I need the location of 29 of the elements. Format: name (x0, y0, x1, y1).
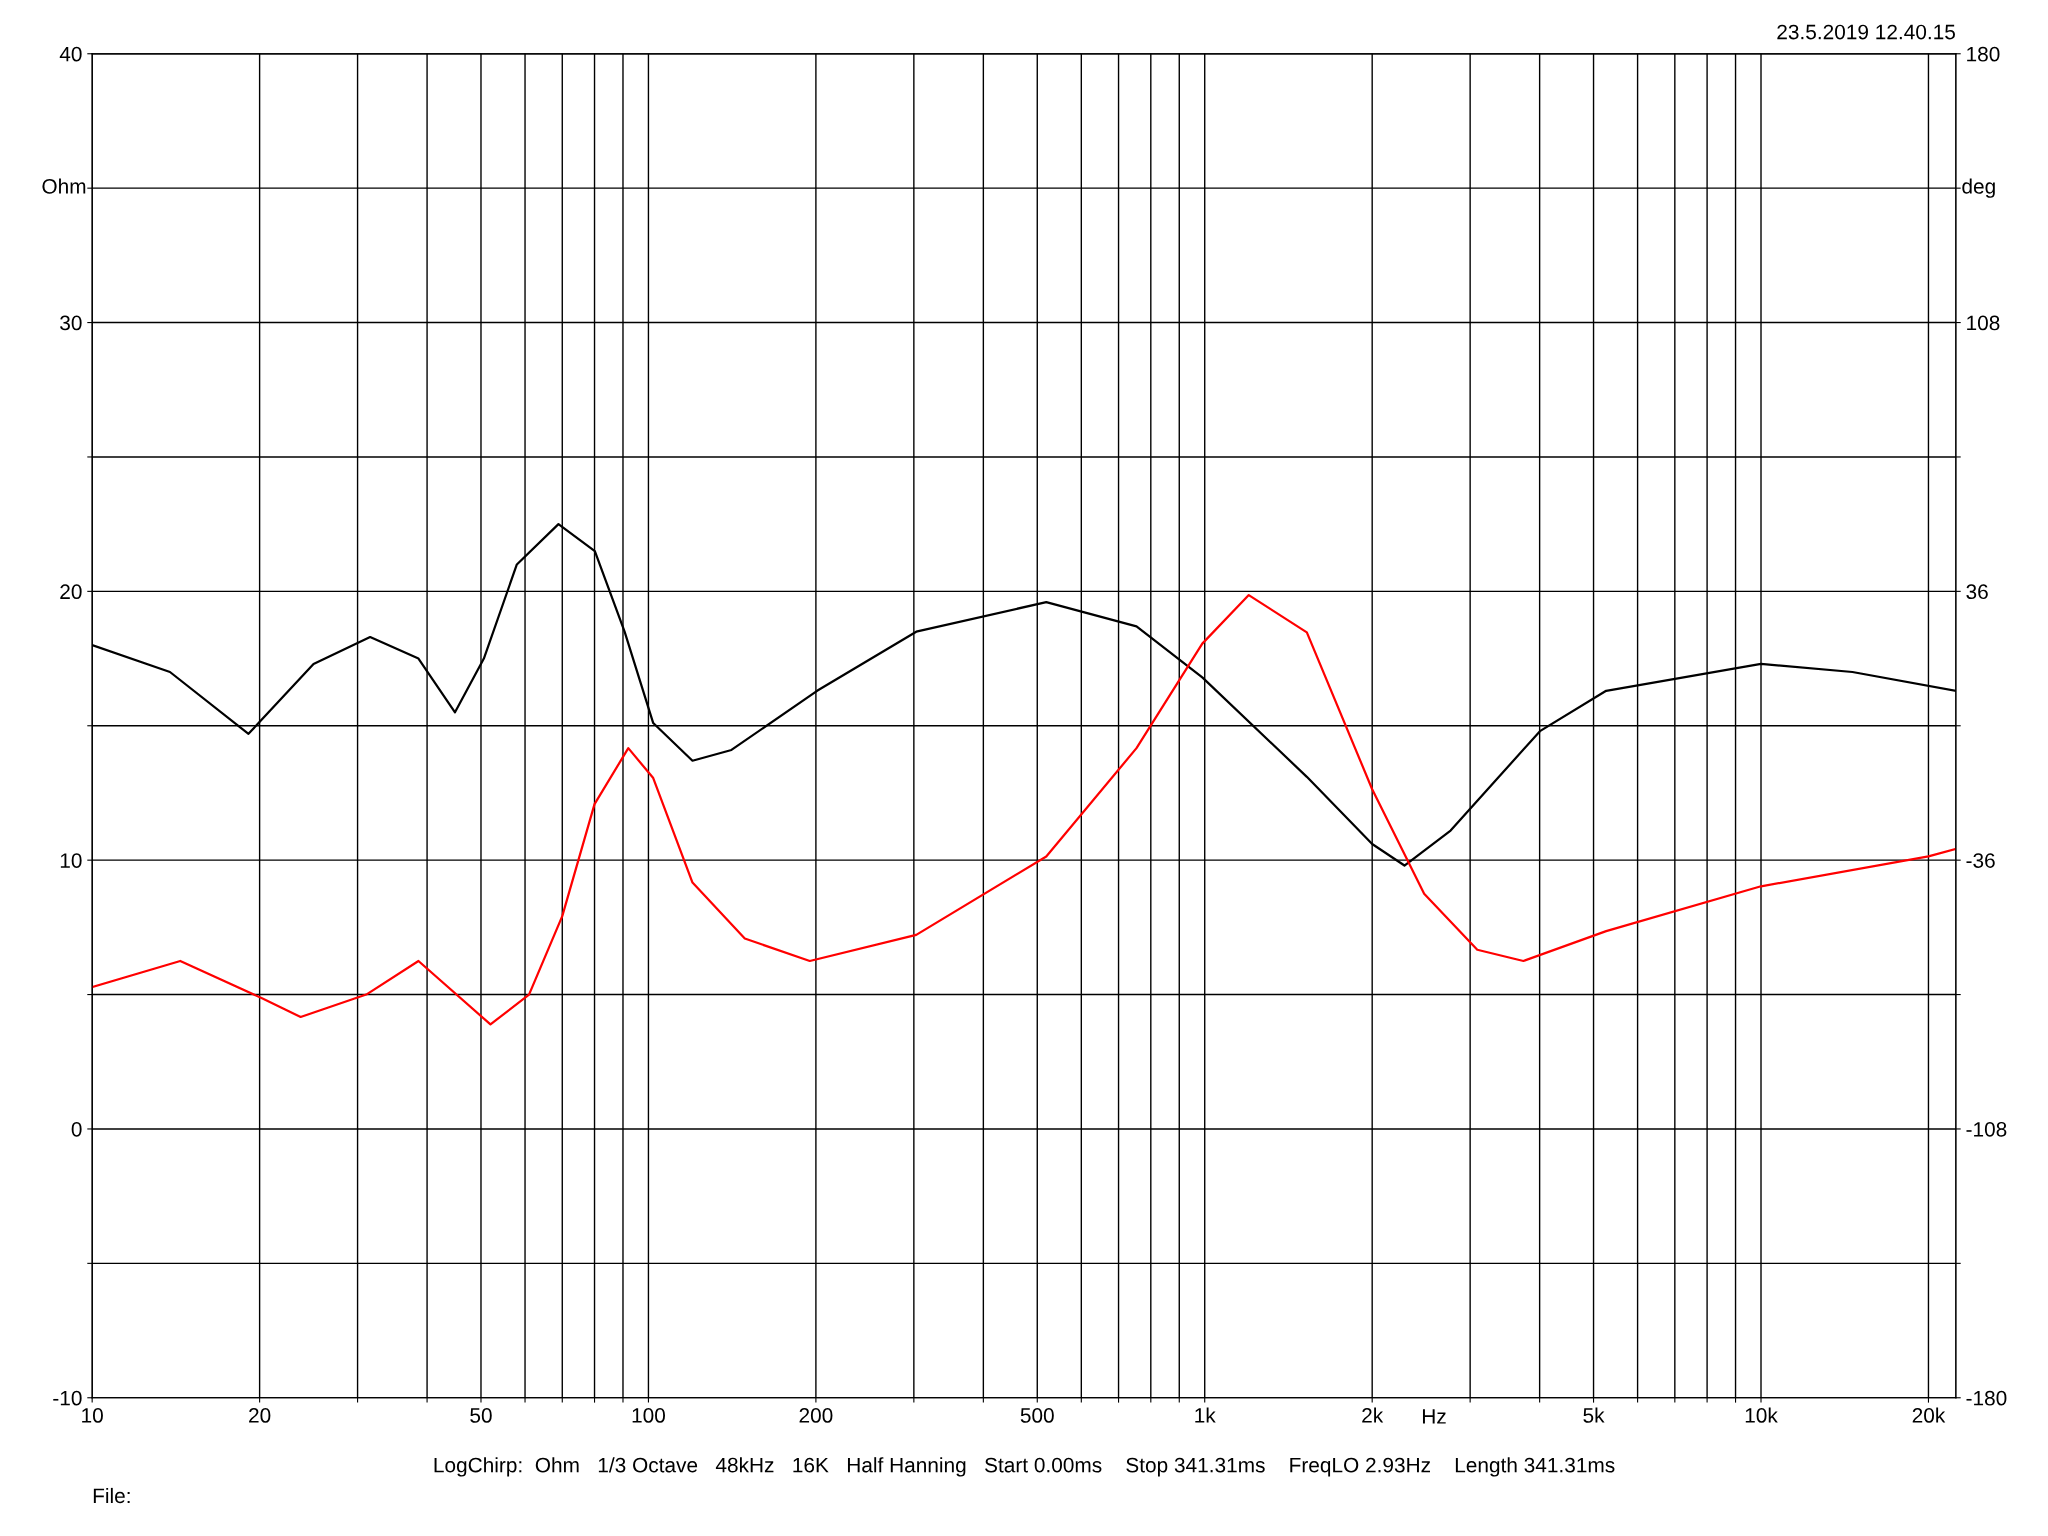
x-tick-label: 10k (1745, 1407, 1778, 1423)
x-axis-title: Hz (1422, 1409, 1446, 1424)
y-tick-label: 20 (60, 584, 82, 600)
x-tick-label: 500 (1020, 1408, 1054, 1423)
text: 23.5.2019 12.40.15 (1777, 24, 1955, 40)
x-tick-label: 10 (82, 1408, 103, 1423)
text: LogChirp: Ohm 1/3 Octave 48kHz 16K Half Hanning Start 0.00ms Stop 341.31ms FreqLO 2.93Hz Length 341.31ms (434, 1457, 1615, 1477)
y2-tick-label: -36 (1966, 853, 1995, 868)
x-tick-label: 5k (1583, 1407, 1605, 1423)
y-tick-label: 0 (71, 1121, 82, 1137)
y-tick-label: 30 (60, 315, 82, 331)
x-tick-label: 20 (249, 1408, 271, 1423)
y2-axis-title: deg (1962, 178, 1995, 198)
y2-tick-label: 36 (1966, 584, 1988, 600)
y-tick-label: 10 (60, 853, 82, 868)
y-tick-label: -10 (53, 1390, 82, 1406)
y2-tick-label: 108 (1967, 315, 2000, 331)
y-axis-title: Ohm (42, 178, 86, 194)
x-tick-label: 200 (799, 1408, 833, 1423)
y2-tick-label: -108 (1966, 1121, 2007, 1137)
x-tick-label: 100 (632, 1408, 666, 1423)
x-tick-label: 50 (470, 1408, 492, 1423)
y2-tick-label: 180 (1967, 46, 2000, 62)
x-tick-label: 20k (1912, 1407, 1946, 1423)
x-tick-label: 2k (1362, 1407, 1384, 1423)
x-tick-label: 1k (1195, 1407, 1216, 1423)
y-tick-label: 40 (59, 46, 82, 62)
text: File: (93, 1487, 130, 1504)
y2-tick-label: -180 (1966, 1390, 2007, 1406)
